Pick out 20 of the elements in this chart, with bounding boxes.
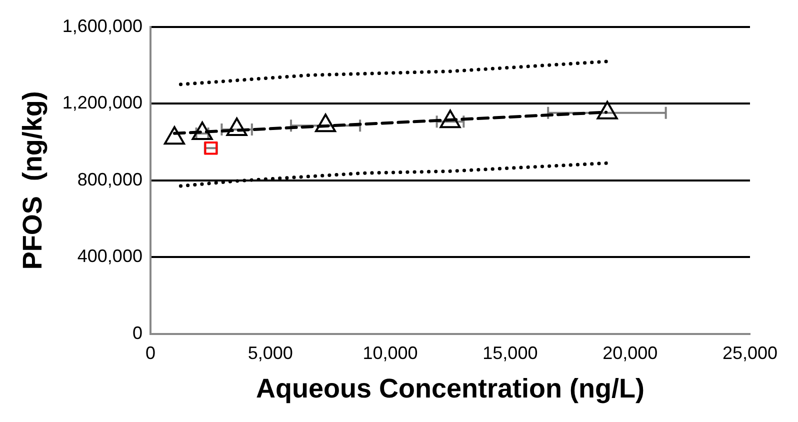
- x-tick-label: 15,000: [482, 342, 538, 363]
- point: [315, 114, 336, 132]
- y-tick-label: 400,000: [77, 246, 142, 266]
- point: [164, 126, 185, 145]
- y-tick-label: 800,000: [77, 169, 142, 190]
- y-tick-label: 1,600,000: [62, 16, 142, 36]
- y-tick-label: 1,200,000: [62, 92, 142, 113]
- y-tick-label: 0: [132, 322, 142, 343]
- point: [192, 122, 213, 140]
- x-tick-label: 20,000: [602, 342, 658, 363]
- point: [440, 110, 461, 128]
- point: [596, 100, 618, 120]
- x-axis-title: Aqueous Concentration (ng/L): [256, 373, 644, 404]
- x-tick-label: 10,000: [362, 342, 418, 363]
- y-axis-title: PFOS (ng/kg): [18, 91, 48, 270]
- x-tick-label: 5,000: [248, 342, 293, 363]
- x-tick-label: 25,000: [722, 342, 778, 363]
- line-series: [178, 60, 610, 86]
- point: [226, 118, 248, 136]
- x-tick-label: 0: [145, 342, 156, 363]
